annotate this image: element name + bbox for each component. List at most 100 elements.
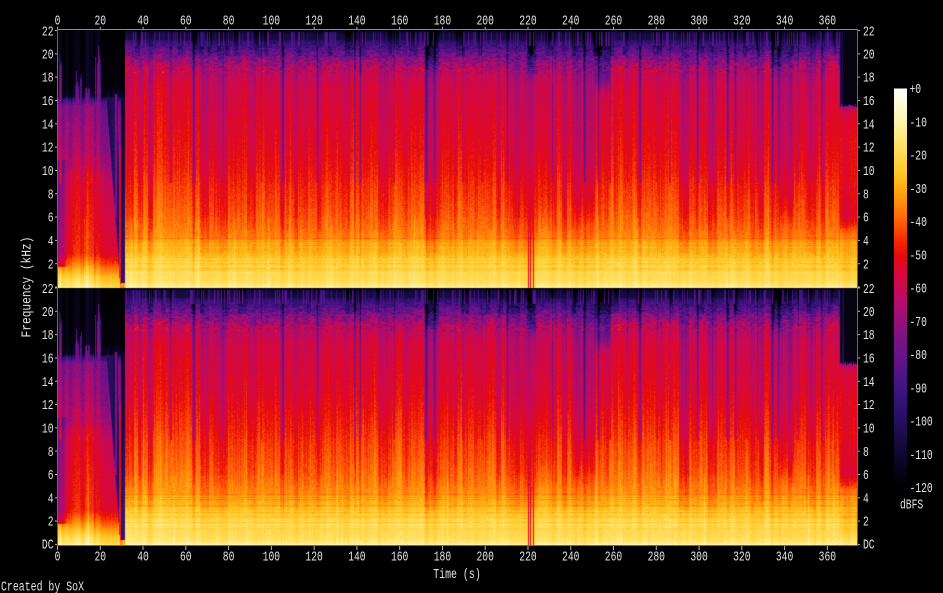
svg-text:-70: -70 [910,316,927,331]
svg-text:6: 6 [48,469,54,484]
svg-text:dBFS: dBFS [900,498,923,513]
svg-text:80: 80 [223,15,235,30]
svg-text:120: 120 [305,550,322,565]
svg-text:40: 40 [137,550,149,565]
svg-text:160: 160 [391,15,408,30]
svg-text:+0: +0 [910,83,922,98]
svg-text:240: 240 [562,550,579,565]
svg-text:2: 2 [863,516,869,531]
svg-text:18: 18 [863,329,875,344]
svg-text:260: 260 [605,550,622,565]
svg-text:12: 12 [42,142,54,157]
svg-text:-40: -40 [910,216,927,231]
svg-text:14: 14 [863,376,875,391]
svg-text:22: 22 [863,25,875,40]
svg-text:16: 16 [863,95,875,110]
svg-text:12: 12 [863,399,875,414]
svg-text:360: 360 [819,15,836,30]
svg-text:18: 18 [42,72,54,87]
svg-text:2: 2 [48,516,54,531]
svg-text:10: 10 [863,165,875,180]
svg-text:16: 16 [42,353,54,368]
svg-text:22: 22 [42,283,54,298]
svg-text:-10: -10 [910,116,927,131]
svg-text:240: 240 [562,15,579,30]
svg-text:18: 18 [863,72,875,87]
svg-text:40: 40 [137,15,149,30]
svg-text:4: 4 [48,492,54,507]
svg-text:16: 16 [42,95,54,110]
svg-text:2: 2 [863,258,869,273]
svg-text:4: 4 [863,492,869,507]
svg-text:-30: -30 [910,183,927,198]
svg-text:22: 22 [42,25,54,40]
svg-text:-100: -100 [910,416,933,431]
svg-text:2: 2 [48,258,54,273]
svg-text:320: 320 [733,550,750,565]
svg-text:100: 100 [263,15,280,30]
svg-text:300: 300 [690,550,707,565]
svg-text:100: 100 [263,550,280,565]
svg-text:20: 20 [42,48,54,63]
svg-text:140: 140 [348,15,365,30]
svg-text:0: 0 [55,15,61,30]
svg-text:280: 280 [648,550,665,565]
svg-text:Created by SoX: Created by SoX [1,581,84,593]
svg-text:360: 360 [819,550,836,565]
svg-text:16: 16 [863,353,875,368]
svg-text:320: 320 [733,15,750,30]
svg-text:6: 6 [863,212,869,227]
svg-text:4: 4 [48,235,54,250]
svg-text:6: 6 [48,212,54,227]
svg-text:340: 340 [776,15,793,30]
svg-text:280: 280 [648,15,665,30]
svg-text:60: 60 [180,550,192,565]
svg-text:140: 140 [348,550,365,565]
svg-text:260: 260 [605,15,622,30]
svg-text:10: 10 [863,422,875,437]
svg-text:20: 20 [863,306,875,321]
svg-text:12: 12 [42,399,54,414]
svg-text:-50: -50 [910,249,927,264]
svg-text:8: 8 [48,446,54,461]
svg-text:120: 120 [305,15,322,30]
svg-text:-20: -20 [910,150,927,165]
svg-text:14: 14 [863,118,875,133]
svg-text:200: 200 [477,550,494,565]
svg-text:-120: -120 [910,482,933,497]
svg-text:60: 60 [180,15,192,30]
svg-text:20: 20 [94,550,106,565]
svg-text:200: 200 [477,15,494,30]
svg-text:22: 22 [863,283,875,298]
svg-text:8: 8 [863,446,869,461]
svg-text:10: 10 [42,422,54,437]
svg-text:DC: DC [863,538,875,553]
svg-text:8: 8 [48,188,54,203]
svg-text:DC: DC [42,538,54,553]
svg-text:-60: -60 [910,283,927,298]
svg-text:340: 340 [776,550,793,565]
svg-text:220: 220 [519,550,536,565]
svg-text:8: 8 [863,188,869,203]
svg-text:20: 20 [42,306,54,321]
svg-text:Frequency (kHz): Frequency (kHz) [21,237,36,338]
svg-text:14: 14 [42,118,54,133]
svg-text:180: 180 [434,550,451,565]
svg-text:220: 220 [519,15,536,30]
svg-text:-80: -80 [910,349,927,364]
svg-text:-90: -90 [910,382,927,397]
svg-text:6: 6 [863,469,869,484]
svg-text:180: 180 [434,15,451,30]
svg-text:-110: -110 [910,449,933,464]
svg-text:Time (s): Time (s) [433,568,481,583]
svg-text:300: 300 [690,15,707,30]
svg-text:18: 18 [42,329,54,344]
svg-text:0: 0 [55,550,61,565]
svg-text:80: 80 [223,550,235,565]
svg-text:20: 20 [94,15,106,30]
svg-text:160: 160 [391,550,408,565]
svg-text:20: 20 [863,48,875,63]
svg-text:14: 14 [42,376,54,391]
svg-text:10: 10 [42,165,54,180]
svg-text:4: 4 [863,235,869,250]
